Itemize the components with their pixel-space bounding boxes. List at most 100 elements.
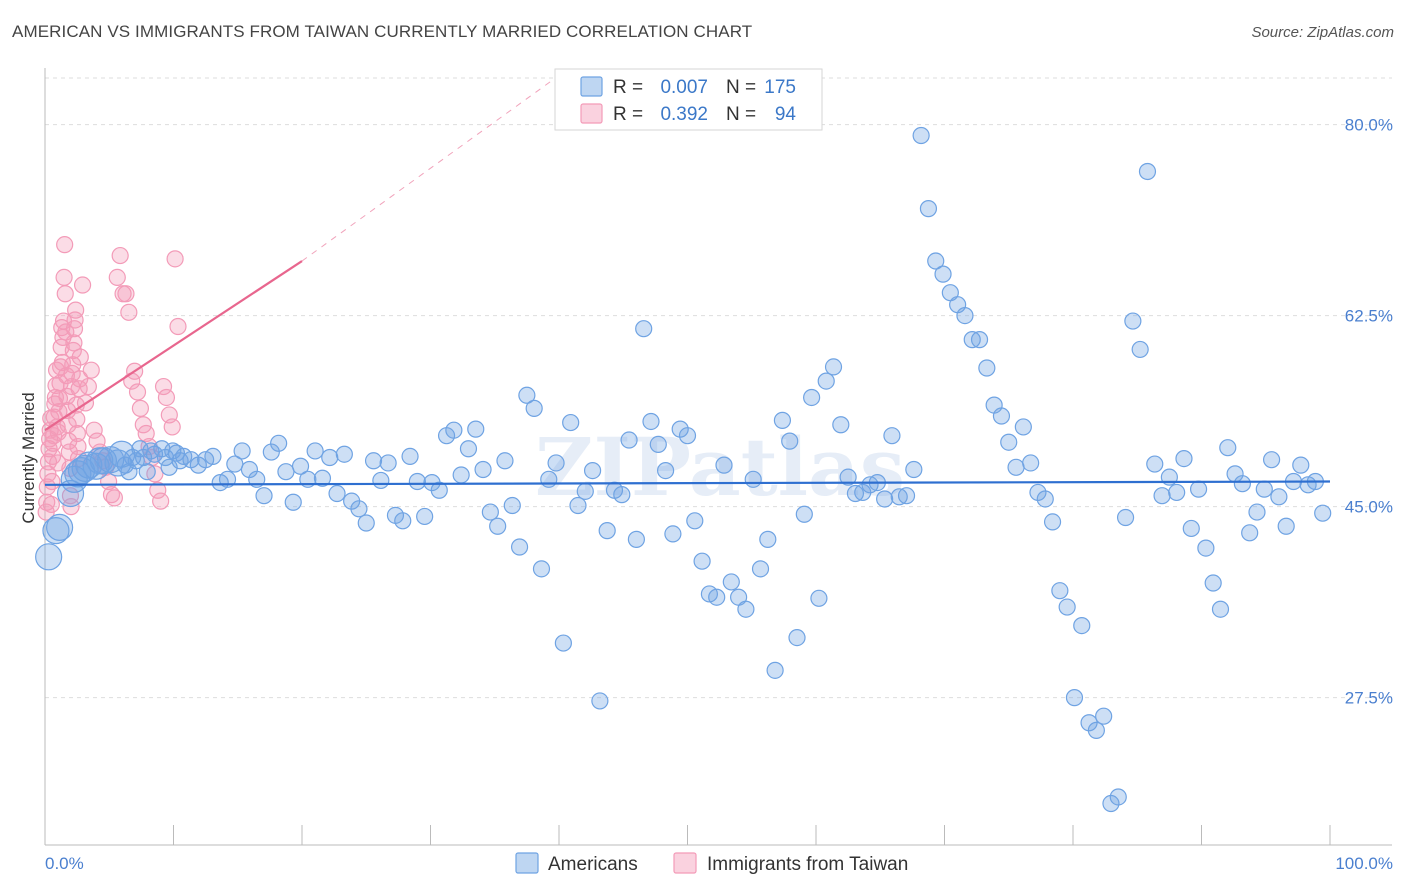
americans-point-26 [160, 458, 178, 476]
americans-point-160 [1124, 312, 1142, 330]
americans-point-152 [1065, 689, 1084, 707]
americans-point-51 [328, 484, 346, 503]
taiwan-point-72 [108, 268, 126, 286]
americans-point-78 [525, 399, 543, 417]
americans-point-121 [839, 468, 857, 486]
americans-point-87 [591, 692, 609, 710]
taiwan-point-54 [68, 424, 86, 443]
americans-point-97 [664, 525, 682, 543]
trend-lines [44, 75, 1331, 486]
taiwan-point-89 [157, 388, 176, 407]
legend-r-value-2: 0.392 [660, 104, 708, 125]
taiwan-point-3 [39, 465, 57, 483]
taiwan-point-62 [79, 377, 97, 396]
americans-point-173 [1219, 439, 1237, 457]
x-tick-label-0: 0.0% [45, 854, 84, 873]
americans-point-168 [1182, 519, 1200, 538]
y-tick-label-1: 45.0% [1345, 498, 1393, 517]
taiwan-point-92 [166, 250, 184, 268]
americans-point-186 [1314, 504, 1332, 522]
watermark-text: ZIPatlas [535, 420, 905, 514]
bottom-legend-taiwan: Immigrants from Taiwan [707, 854, 908, 875]
taiwan-point-76 [120, 303, 138, 321]
americans-point-170 [1197, 539, 1215, 557]
americans-point-153 [1073, 616, 1091, 635]
americans-point-94 [642, 412, 660, 431]
taiwan-point-49 [65, 320, 84, 338]
taiwan-point-86 [149, 481, 167, 499]
americans-point-108 [744, 470, 762, 488]
americans-point-133 [927, 252, 945, 270]
americans-point-0 [35, 543, 63, 571]
americans-point-21 [138, 463, 156, 481]
legend-n-value-1: 175 [764, 77, 796, 98]
americans-point-103 [708, 588, 726, 606]
americans-point-43 [270, 434, 288, 452]
americans-point-143 [1000, 433, 1018, 451]
americans-point-159 [1116, 508, 1135, 527]
americans-point-131 [912, 126, 930, 145]
americans-point-57 [372, 471, 390, 490]
americans-point-49 [313, 469, 332, 487]
taiwan-point-60 [73, 276, 92, 294]
americans-point-77 [518, 386, 536, 404]
americans-point-81 [547, 454, 565, 472]
americans-point-69 [459, 440, 478, 458]
legend-r-label-1: R = [613, 77, 643, 98]
americans-point-48 [306, 442, 324, 460]
americans-point-155 [1087, 721, 1105, 739]
americans-point-63 [416, 507, 434, 526]
taiwan-point-2 [38, 478, 56, 496]
taiwan-trend-extension [301, 75, 560, 262]
bottom-legend: Americans Immigrants from Taiwan [515, 852, 908, 875]
americans-point-90 [613, 486, 631, 504]
taiwan-point-13 [45, 427, 63, 445]
taiwan-point-63 [82, 361, 100, 379]
americans-point-105 [722, 573, 740, 591]
americans-point-118 [817, 372, 835, 390]
americans-point-83 [562, 413, 580, 432]
x-tick-labels: 0.0% 100.0% [45, 854, 1393, 873]
taiwan-point-31 [55, 268, 73, 286]
americans-point-76 [510, 538, 529, 556]
americans-point-110 [759, 530, 777, 548]
legend-n-value-2: 94 [775, 104, 797, 125]
americans-point-156 [1095, 707, 1113, 725]
y-tick-label-2: 62.5% [1345, 307, 1393, 326]
americans-point-91 [620, 431, 638, 449]
americans-point-176 [1241, 524, 1259, 542]
americans-point-92 [627, 530, 645, 548]
americans-point-115 [795, 505, 813, 523]
top-legend: R = 0.007 N = 175 R = 0.392 N = 94 [554, 68, 823, 131]
y-tick-label-3: 80.0% [1345, 116, 1393, 135]
taiwan-point-51 [67, 301, 85, 319]
americans-point-171 [1204, 574, 1222, 592]
taiwan-point-28 [53, 353, 71, 372]
taiwan-point-79 [128, 383, 147, 401]
taiwan-point-70 [102, 486, 121, 504]
taiwan-point-59 [71, 348, 89, 366]
americans-point-163 [1146, 455, 1164, 473]
americans-point-149 [1043, 513, 1062, 531]
taiwan-point-10 [43, 472, 61, 491]
americans-point-75 [503, 496, 521, 515]
americans-point-112 [773, 411, 792, 429]
taiwan-point-80 [131, 399, 150, 417]
americans-point-54 [350, 500, 368, 518]
americans-point-144 [1007, 458, 1025, 476]
americans-point-104 [715, 456, 733, 474]
taiwan-point-75 [117, 285, 135, 303]
americans-point-151 [1058, 598, 1076, 616]
americans-point-161 [1131, 340, 1149, 359]
legend-swatch-americans [580, 76, 603, 97]
americans-point-80 [540, 470, 558, 488]
americans-point-5 [64, 460, 92, 488]
americans-point-62 [408, 472, 426, 491]
americans-point-120 [832, 416, 850, 434]
americans-point-138 [963, 331, 981, 349]
y-tick-label-0: 27.5% [1345, 689, 1393, 708]
americans-point-52 [335, 445, 353, 463]
americans-point-61 [401, 447, 419, 466]
legend-r-label-2: R = [613, 104, 643, 125]
americans-point-82 [554, 634, 572, 652]
